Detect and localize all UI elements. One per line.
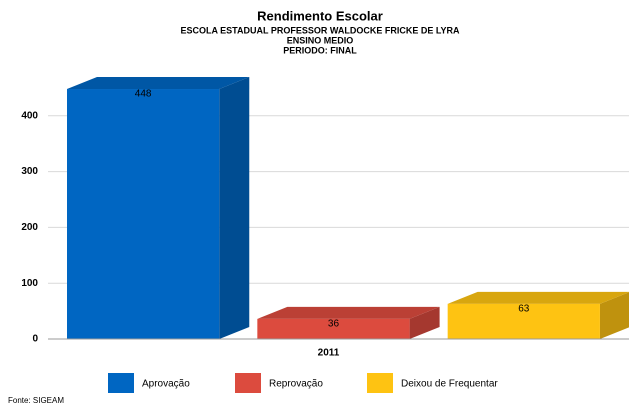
legend-label: Reprovação (269, 379, 323, 390)
chart-subtitle: ENSINO MEDIO (287, 35, 354, 45)
y-tick-label: 300 (21, 166, 38, 177)
bar (67, 89, 220, 340)
data-label: 36 (328, 319, 340, 330)
bar-side (599, 292, 629, 339)
legend-label: Aprovação (142, 379, 190, 390)
source: Fonte: SIGEAM (8, 396, 64, 405)
chart-subtitle: ESCOLA ESTADUAL PROFESSOR WALDOCKE FRICK… (180, 25, 460, 35)
bar (257, 318, 410, 339)
bar-top (67, 77, 250, 90)
chart-subtitle: PERIODO: FINAL (283, 45, 357, 55)
y-tick-label: 100 (21, 278, 38, 289)
bar-side (219, 77, 250, 340)
bar-top (447, 291, 629, 304)
data-label: 63 (518, 303, 530, 314)
data-label: 448 (135, 89, 152, 100)
y-tick-label: 400 (21, 110, 38, 121)
legend-swatch (235, 373, 261, 393)
y-tick-label: 200 (21, 222, 38, 233)
legend-swatch (108, 373, 134, 393)
x-tick-label: 2011 (318, 348, 340, 359)
bar-side (409, 306, 440, 339)
bar-top (257, 306, 440, 319)
legend-label: Deixou de Frequentar (401, 379, 498, 390)
chart-title: Rendimento Escolar (257, 8, 383, 23)
bar (447, 303, 600, 339)
y-tick-label: 0 (32, 334, 38, 345)
legend-swatch (367, 373, 393, 393)
